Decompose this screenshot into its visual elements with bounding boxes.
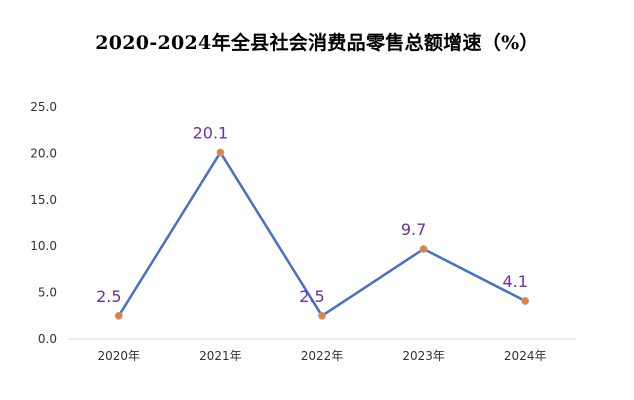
y-tick-label: 10.0 <box>30 239 57 253</box>
chart-title: 2020-2024年全县社会消费品零售总额增速（%） <box>95 32 539 54</box>
x-tick-label: 2022年 <box>301 349 344 363</box>
series-markers <box>114 148 530 320</box>
x-axis: 2020年 2021年 2022年 2023年 2024年 <box>98 349 547 363</box>
data-point-marker <box>419 245 428 253</box>
y-axis: 0.0 5.0 10.0 15.0 20.0 25.0 <box>30 100 57 346</box>
data-point-marker <box>521 297 530 305</box>
x-tick-label: 2023年 <box>402 349 445 363</box>
y-tick-label: 15.0 <box>30 193 57 207</box>
y-tick-label: 20.0 <box>30 146 57 160</box>
data-label: 2.5 <box>96 287 121 306</box>
data-label: 9.7 <box>401 220 426 239</box>
data-labels: 2.5 20.1 2.5 9.7 4.1 <box>96 123 528 305</box>
y-tick-label: 5.0 <box>38 286 57 300</box>
data-point-marker <box>318 311 326 320</box>
data-label: 4.1 <box>502 272 527 291</box>
x-tick-label: 2021年 <box>199 349 242 363</box>
x-tick-label: 2020年 <box>98 349 141 363</box>
data-label: 20.1 <box>193 123 229 142</box>
data-point-marker <box>114 311 123 320</box>
data-label: 2.5 <box>299 287 324 306</box>
data-point-marker <box>216 148 225 157</box>
x-tick-label: 2024年 <box>504 349 547 363</box>
y-tick-label: 0.0 <box>38 332 57 346</box>
y-tick-label: 25.0 <box>30 100 57 114</box>
